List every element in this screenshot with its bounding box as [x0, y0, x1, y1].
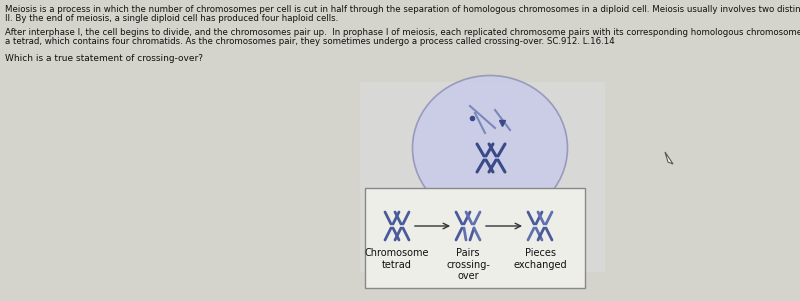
- Text: Meiosis is a process in which the number of chromosomes per cell is cut in half : Meiosis is a process in which the number…: [5, 5, 800, 14]
- Text: Chromosome
tetrad: Chromosome tetrad: [365, 248, 430, 270]
- Text: Pairs
crossing-
over: Pairs crossing- over: [446, 248, 490, 281]
- Text: Which is a true statement of crossing-over?: Which is a true statement of crossing-ov…: [5, 54, 203, 63]
- Ellipse shape: [413, 76, 567, 221]
- Text: Pieces
exchanged: Pieces exchanged: [513, 248, 567, 270]
- Text: a tetrad, which contains four chromatids. As the chromosomes pair, they sometime: a tetrad, which contains four chromatids…: [5, 37, 614, 46]
- Bar: [365, 188, 585, 288]
- Polygon shape: [665, 152, 673, 164]
- Text: II. By the end of meiosis, a single diploid cell has produced four haploid cells: II. By the end of meiosis, a single dipl…: [5, 14, 338, 23]
- Text: After interphase I, the cell begins to divide, and the chromosomes pair up.  In : After interphase I, the cell begins to d…: [5, 28, 800, 37]
- FancyBboxPatch shape: [360, 82, 605, 272]
